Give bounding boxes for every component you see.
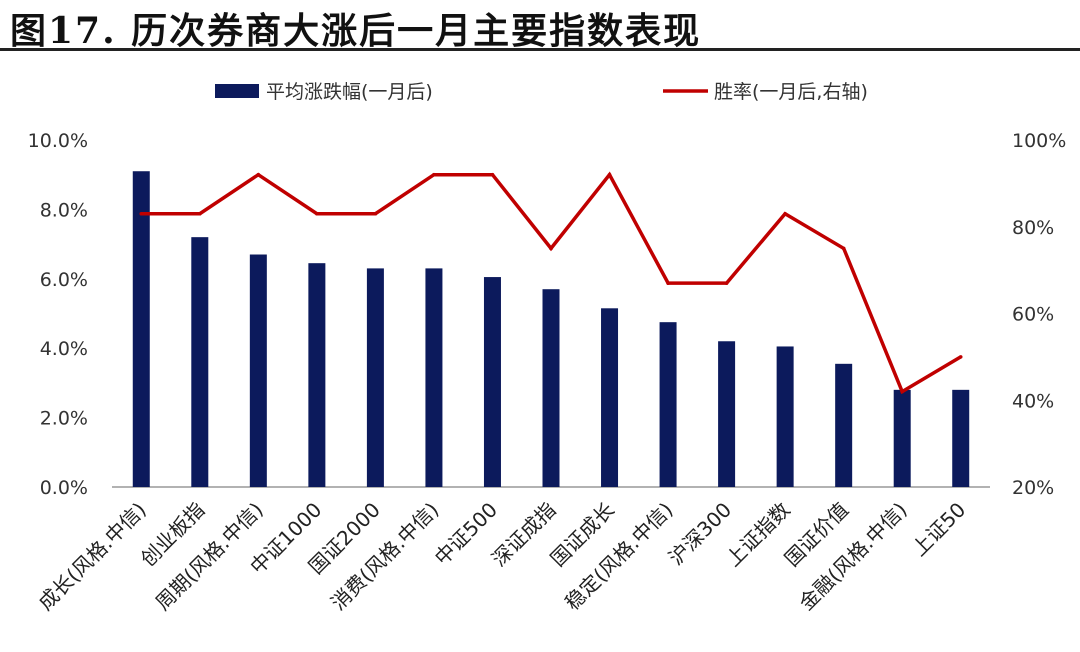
line-point — [607, 172, 612, 177]
left-tick-label: 4.0% — [40, 338, 88, 360]
bar — [425, 268, 443, 487]
line-point — [783, 211, 787, 216]
line-point — [490, 172, 495, 177]
line-point — [958, 355, 963, 359]
right-axis-ticks: 20% 40% 60% 80% 100% — [1012, 130, 1066, 499]
line-point — [373, 211, 378, 216]
bar — [542, 289, 560, 487]
bar — [718, 341, 736, 487]
category-label: 稳定(风格.中信) — [560, 498, 677, 615]
bar — [249, 254, 267, 487]
line-point — [549, 246, 553, 251]
legend-bar-swatch — [215, 84, 259, 98]
category-label: 金融(风格.中信) — [794, 498, 911, 615]
bar — [952, 389, 970, 487]
legend-line-label: 胜率(一月后,右轴) — [714, 81, 868, 103]
left-tick-label: 10.0% — [28, 130, 88, 152]
category-label: 上证50 — [907, 498, 970, 561]
right-tick-label: 60% — [1012, 304, 1054, 326]
line-point — [666, 281, 670, 285]
legend: 平均涨跌幅(一月后) 胜率(一月后,右轴) — [215, 81, 868, 103]
line-point — [139, 211, 144, 216]
bar-series — [132, 171, 970, 488]
bar — [483, 277, 501, 487]
right-tick-label: 20% — [1012, 477, 1054, 499]
legend-bar-label: 平均涨跌幅(一月后) — [266, 81, 433, 103]
right-tick-label: 100% — [1012, 130, 1066, 152]
bar — [659, 322, 677, 487]
line-point — [432, 172, 436, 177]
right-tick-label: 80% — [1012, 217, 1054, 239]
left-tick-label: 0.0% — [40, 477, 88, 499]
bar — [893, 389, 911, 487]
figure-title: 图17. 历次券商大涨后一月主要指数表现 — [10, 10, 702, 52]
title-underline — [0, 48, 1080, 51]
bar — [191, 237, 209, 487]
line-point — [724, 281, 729, 285]
left-tick-label: 2.0% — [40, 408, 88, 430]
left-axis-ticks: 0.0% 2.0% 4.0% 6.0% 8.0% 10.0% — [28, 130, 88, 499]
line-point — [198, 211, 202, 216]
category-labels: 成长(风格.中信)创业板指周期(风格.中信)中证1000国证2000消费(风格.… — [33, 498, 970, 615]
bar — [132, 171, 150, 488]
category-label: 深证成指 — [487, 498, 561, 572]
bar — [601, 308, 619, 487]
bar — [776, 346, 794, 487]
line-point — [841, 246, 846, 251]
line-series — [139, 171, 963, 395]
bar — [835, 363, 853, 487]
category-label: 成长(风格.中信) — [33, 498, 150, 615]
category-label: 消费(风格.中信) — [326, 498, 443, 615]
line-point — [900, 389, 904, 394]
left-tick-label: 6.0% — [40, 269, 88, 291]
right-tick-label: 40% — [1012, 390, 1054, 412]
category-label: 上证指数 — [721, 498, 795, 572]
bar — [308, 263, 326, 487]
bar — [366, 268, 384, 487]
line-point — [315, 211, 319, 216]
left-tick-label: 8.0% — [40, 199, 88, 221]
line-point — [256, 172, 261, 177]
